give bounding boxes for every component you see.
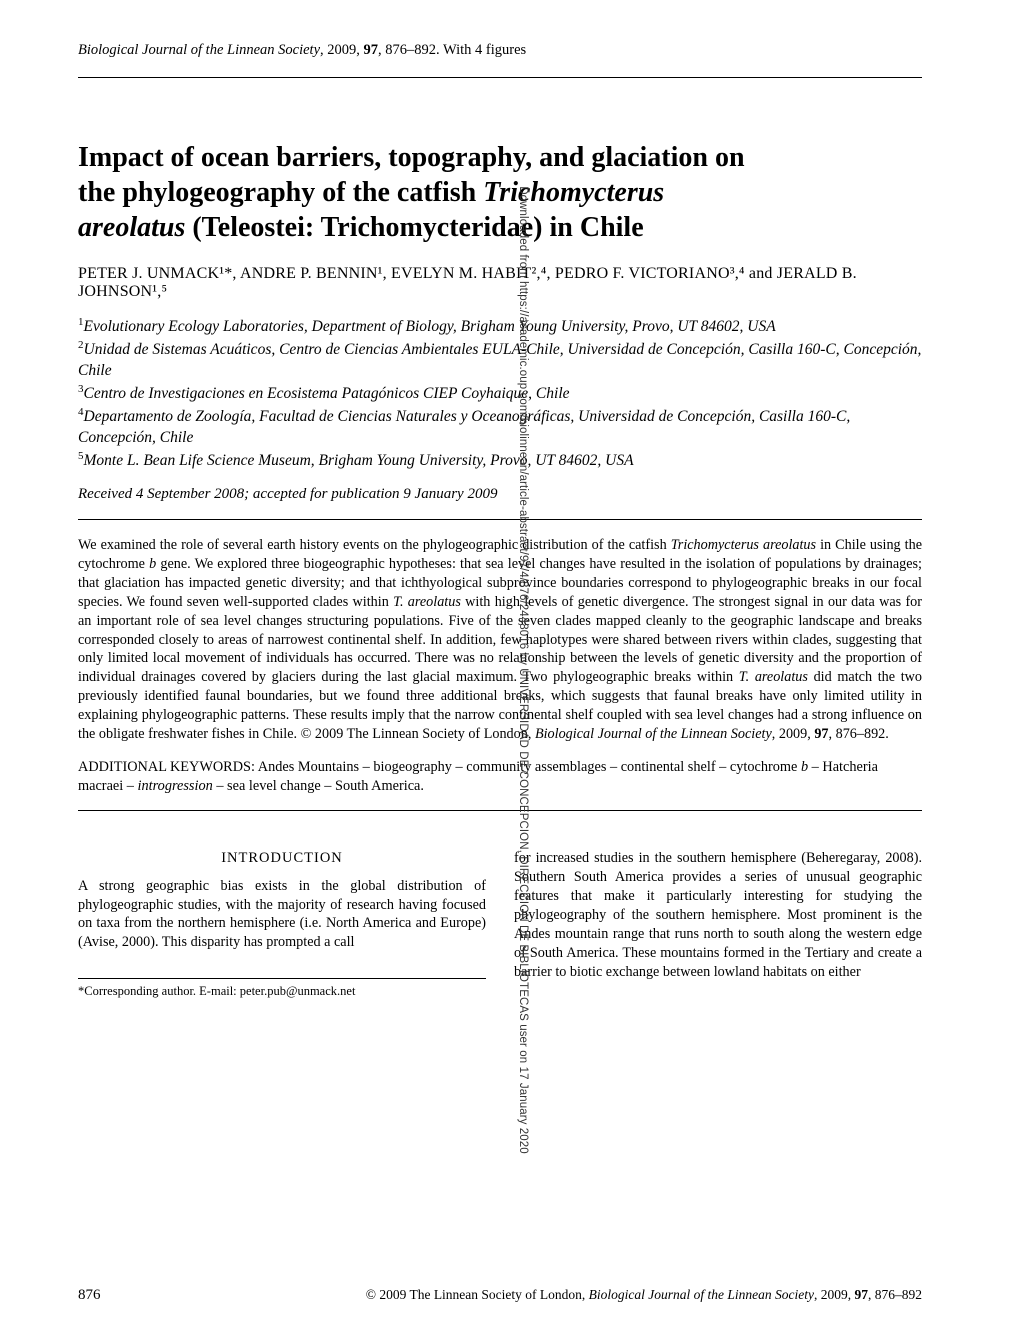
volume: 97 [364,42,379,58]
section-heading-introduction: INTRODUCTION [78,849,486,868]
title-line2a: the phylogeography of the catfish [78,177,483,208]
affiliation-list: 1Evolutionary Ecology Laboratories, Depa… [78,315,922,472]
rule-below-keywords [78,810,922,811]
page-number: 876 [78,1287,101,1304]
page-footer: 876 © 2009 The Linnean Society of London… [78,1287,922,1304]
left-column: INTRODUCTION A strong geographic bias ex… [78,849,486,999]
intro-para-right: for increased studies in the southern he… [514,849,922,981]
corresponding-author: *Corresponding author. E-mail: peter.pub… [78,983,486,1000]
received-line: Received 4 September 2008; accepted for … [78,486,922,503]
affiliation-item: 1Evolutionary Ecology Laboratories, Depa… [78,315,922,338]
year: 2009 [327,42,356,58]
affiliation-item: 5Monte L. Bean Life Science Museum, Brig… [78,449,922,472]
right-column: for increased studies in the southern he… [514,849,922,999]
rule-above-abstract [78,519,922,520]
page-range: 876–892. With 4 figures [385,42,526,58]
journal-name: Biological Journal of the Linnean Societ… [78,42,320,58]
affiliation-item: 3Centro de Investigaciones en Ecosistema… [78,382,922,405]
title-species-1: Trichomycterus [483,177,664,208]
download-watermark: Downloaded from https://academic.oup.com… [516,186,528,1154]
abstract: We examined the role of several earth hi… [78,536,922,744]
affiliation-item: 4Departamento de Zoología, Facultad de C… [78,405,922,449]
additional-keywords: ADDITIONAL KEYWORDS: Andes Mountains – b… [78,758,922,797]
article-title: Impact of ocean barriers, topography, an… [78,140,922,245]
affiliation-item: 2Unidad de Sistemas Acuáticos, Centro de… [78,338,922,382]
page-container: Biological Journal of the Linnean Societ… [0,0,1020,1340]
rule-top [78,77,922,78]
footer-copyright: © 2009 The Linnean Society of London, Bi… [366,1287,922,1303]
keywords-prefix: ADDITIONAL KEYWORDS: [78,759,258,775]
title-species-2: areolatus [78,212,185,243]
body-columns: INTRODUCTION A strong geographic bias ex… [78,849,922,999]
intro-para-left: A strong geographic bias exists in the g… [78,877,486,953]
title-line1: Impact of ocean barriers, topography, an… [78,142,745,173]
running-header: Biological Journal of the Linnean Societ… [78,42,922,59]
rule-above-corresponding [78,978,486,979]
title-line3b: (Teleostei: Trichomycteridae) in Chile [185,212,643,243]
author-list: PETER J. UNMACK¹*, ANDRE P. BENNIN¹, EVE… [78,265,922,301]
